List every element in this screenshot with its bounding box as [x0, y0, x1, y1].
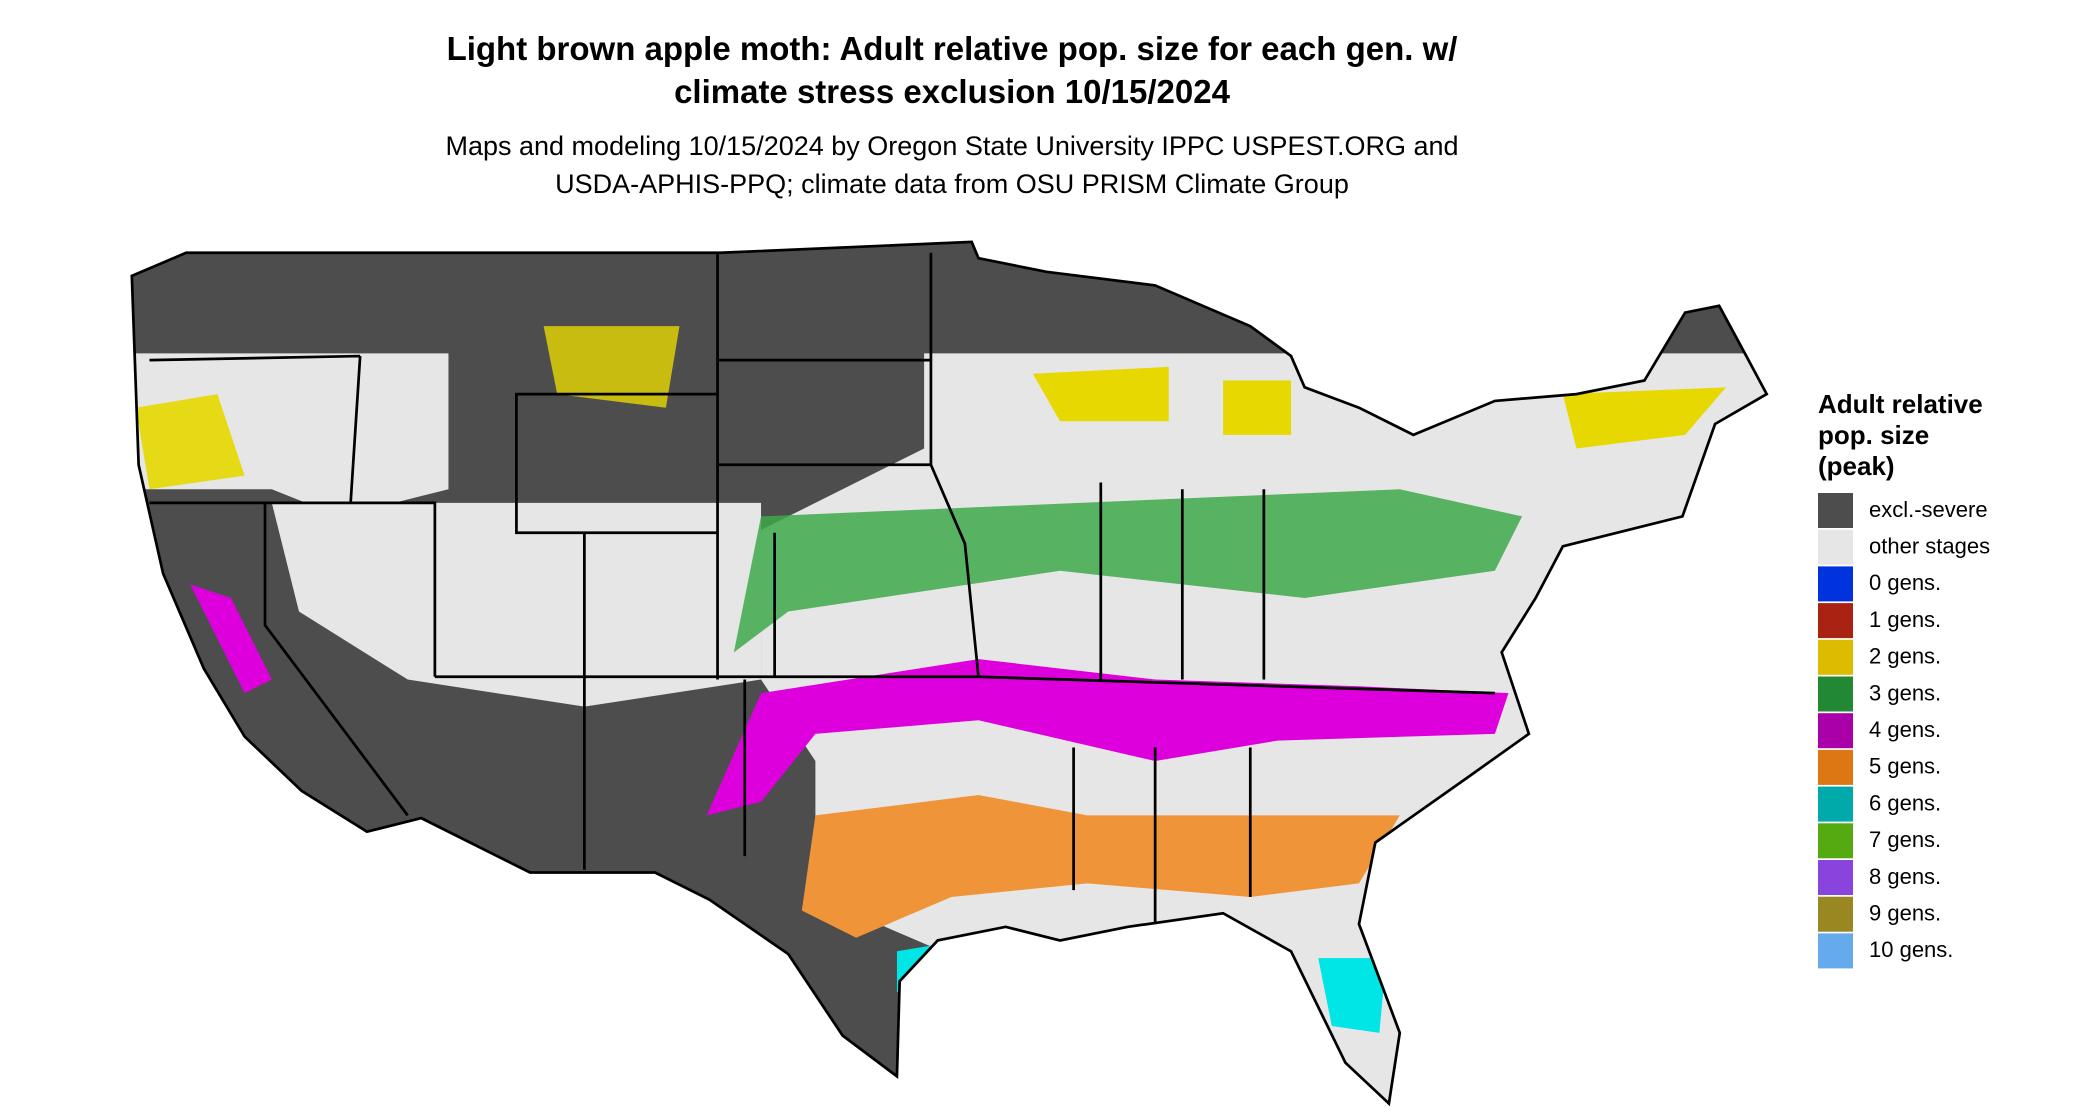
legend-title: (peak): [1818, 451, 1895, 481]
legend-swatch: [1818, 860, 1853, 895]
legend-swatch: [1818, 713, 1853, 749]
legend-label: 5 gens.: [1869, 754, 1941, 779]
title-line: climate stress exclusion 10/15/2024: [674, 73, 1231, 110]
legend-swatch: [1818, 749, 1853, 785]
legend-label: excl.-severe: [1869, 497, 1988, 522]
other-stages-area: [271, 502, 762, 707]
legend-label: 8 gens.: [1869, 864, 1941, 889]
legend-label: 10 gens.: [1869, 937, 1953, 962]
legend-label: 9 gens.: [1869, 901, 1941, 926]
legend-swatch: [1818, 896, 1853, 932]
legend-label: 1 gens.: [1869, 607, 1941, 632]
map-fill: [131, 241, 1767, 1104]
us-map: [130, 240, 1769, 1107]
zone-3: [733, 489, 1523, 653]
zone-2: [543, 326, 680, 408]
legend-swatch: [1818, 603, 1853, 639]
legend-swatch: [1818, 639, 1853, 675]
legend-swatch: [1818, 786, 1853, 822]
legend-swatch: [1818, 493, 1853, 528]
legend-swatch: [1818, 566, 1853, 602]
zone-2: [1562, 387, 1726, 449]
zone-2: [1032, 366, 1169, 422]
legend-label: 2 gens.: [1869, 644, 1941, 669]
zone-4: [190, 584, 272, 694]
legend-label: 0 gens.: [1869, 570, 1941, 595]
legend-label: 4 gens.: [1869, 717, 1941, 742]
legend-title: pop. size: [1818, 420, 1929, 450]
legend-label: 3 gens.: [1869, 680, 1941, 705]
title-line: Light brown apple moth: Adult relative p…: [447, 30, 1458, 67]
legend: excl.-severe other stages 0 gens. 1 gens. 2 …: [1818, 493, 1990, 969]
subtitle-line: Maps and modeling 10/15/2024 by Oregon S…: [445, 131, 1458, 161]
subtitle-line: USDA-APHIS-PPQ; climate data from OSU PR…: [555, 169, 1349, 199]
legend-swatch: [1818, 676, 1853, 712]
zone-4: [706, 659, 1509, 816]
legend-label: 7 gens.: [1869, 827, 1941, 852]
legend-label: other stages: [1869, 534, 1990, 559]
zone-2: [135, 394, 245, 490]
legend-swatch: [1818, 823, 1853, 859]
legend-swatch: [1818, 529, 1853, 565]
state-borders: [130, 240, 1769, 1107]
legend-label: 6 gens.: [1869, 790, 1941, 815]
zone-2: [1223, 380, 1292, 435]
legend-title: Adult relative: [1818, 389, 1983, 419]
legend-swatch: [1818, 933, 1853, 969]
zone-6: [1318, 958, 1387, 1033]
